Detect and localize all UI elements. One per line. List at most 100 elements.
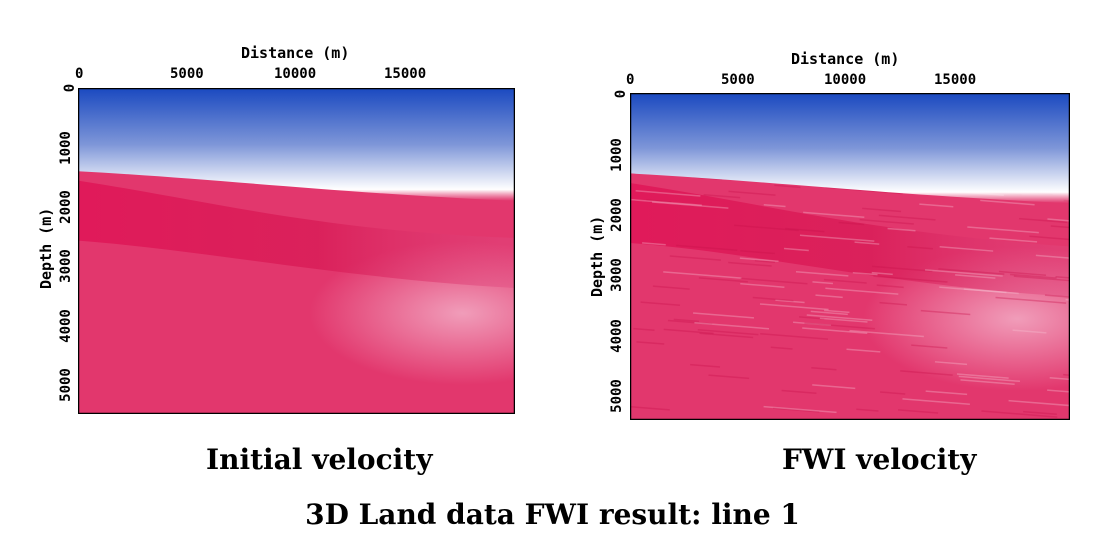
heatmap-streak (785, 227, 825, 233)
heatmap-streak (958, 375, 1021, 383)
heatmap-streak (980, 199, 1035, 206)
heatmap-streak (1029, 235, 1070, 241)
heatmap-streak (1023, 410, 1057, 416)
heatmap-streak (995, 296, 1067, 304)
fwi-ytick-2000: 2000 (609, 198, 625, 232)
heatmap-streak (900, 370, 953, 376)
heatmap-streak (772, 407, 820, 413)
heatmap-low-velocity-layer (78, 88, 515, 201)
heatmap-streak (652, 285, 690, 290)
heatmap-streak (1035, 254, 1070, 259)
fwi-ytick-0: 0 (613, 89, 629, 99)
fwi-ytick-4000: 4000 (609, 319, 625, 353)
heatmap-streak (774, 184, 801, 189)
heatmap-streak (824, 309, 850, 314)
initial-xtick-10000: 10000 (274, 66, 317, 82)
heatmap-streak (876, 284, 904, 289)
heatmap-streak (1013, 275, 1070, 282)
heatmap-streak (1050, 225, 1070, 229)
fwi-xtick-10000: 10000 (824, 72, 867, 88)
heatmap-streak (740, 250, 775, 255)
heatmap-streak (698, 277, 748, 283)
heatmap-streak (640, 301, 681, 307)
heatmap-streak (739, 257, 779, 262)
heatmap-streak (825, 287, 899, 295)
initial-xtick-15000: 15000 (384, 66, 427, 82)
heatmap-streak (878, 214, 936, 221)
heatmap-streak (693, 312, 755, 319)
heatmap-streak (1047, 389, 1070, 393)
heatmap-low-velocity-layer (630, 93, 1070, 204)
initial-ytick-5000: 5000 (58, 368, 74, 402)
heatmap-streak (1010, 273, 1057, 279)
fwi-xtick-0: 0 (626, 72, 635, 88)
heatmap-streak (989, 237, 1038, 243)
heatmap-streak (873, 275, 948, 283)
heatmap-streak (754, 259, 775, 263)
heatmap-streak (854, 241, 880, 245)
heatmap-streak (793, 321, 832, 327)
heatmap-streak (897, 409, 939, 414)
heatmap-streak (823, 278, 867, 284)
heatmap-frame (630, 93, 1070, 420)
heatmap-streak (967, 226, 1039, 234)
heatmap-streak (781, 389, 817, 394)
heatmap-streak (651, 201, 729, 209)
heatmap-streak (1044, 294, 1070, 298)
heatmap-streak (676, 244, 738, 252)
heatmap-streak (998, 270, 1047, 277)
heatmap-streak (775, 299, 805, 304)
initial-ytick-3000: 3000 (58, 249, 74, 283)
heatmap-streak (981, 410, 1058, 418)
fwi-xlabel: Distance (m) (791, 50, 900, 68)
fwi-velocity-caption: FWI velocity (782, 443, 977, 476)
fwi-ytick-1000: 1000 (609, 138, 625, 172)
heatmap-streak (783, 247, 809, 252)
heatmap-streak (799, 234, 875, 242)
heatmap-streak (812, 384, 856, 390)
heatmap-streak (646, 199, 672, 203)
heatmap-streak (938, 268, 1005, 275)
heatmap-streak (728, 261, 772, 267)
heatmap-streak (630, 406, 670, 411)
heatmap-streak (956, 373, 1009, 379)
heatmap-streak (804, 322, 875, 330)
heatmap-streak (872, 265, 933, 272)
heatmap-high-velocity-layer (630, 182, 1070, 297)
heatmap-streak (819, 317, 868, 323)
heatmap-streak (825, 186, 903, 195)
fwi-ylabel: Depth (m) (588, 215, 606, 297)
heatmap-streak (880, 391, 906, 395)
initial-xtick-0: 0 (75, 66, 84, 82)
heatmap-streak (799, 316, 825, 320)
heatmap-streak (939, 246, 994, 252)
heatmap-streak (859, 218, 914, 225)
heatmap-streak (703, 193, 741, 199)
heatmap-streak (795, 270, 849, 277)
heatmap-streak (911, 344, 948, 349)
heatmap-streak (631, 198, 702, 207)
heatmap-streak (920, 309, 971, 316)
heatmap-frame (78, 88, 515, 414)
heatmap-streak (728, 190, 776, 196)
heatmap-streak (919, 203, 954, 208)
initial-ytick-1000: 1000 (58, 131, 74, 165)
heatmap-streak (812, 281, 834, 285)
heatmap-streak (669, 255, 722, 261)
heatmap-streak (763, 405, 837, 414)
heatmap-streak (759, 303, 829, 311)
fwi-xtick-15000: 15000 (934, 72, 977, 88)
heatmap-streak (633, 327, 655, 332)
heatmap-streak (760, 333, 829, 340)
heatmap-streak (879, 301, 908, 306)
heatmap-streak (902, 398, 970, 406)
heatmap-streak (803, 211, 865, 218)
heatmap-streak (924, 269, 1003, 277)
figure-title: 3D Land data FWI result: line 1 (305, 498, 800, 531)
heatmap-streak (887, 227, 916, 232)
fwi-ytick-5000: 5000 (609, 379, 625, 413)
fwi-ytick-3000: 3000 (609, 258, 625, 292)
heatmap-streak (699, 332, 754, 339)
heatmap-streak (815, 294, 843, 299)
fwi-velocity-heatmap (630, 93, 1070, 420)
